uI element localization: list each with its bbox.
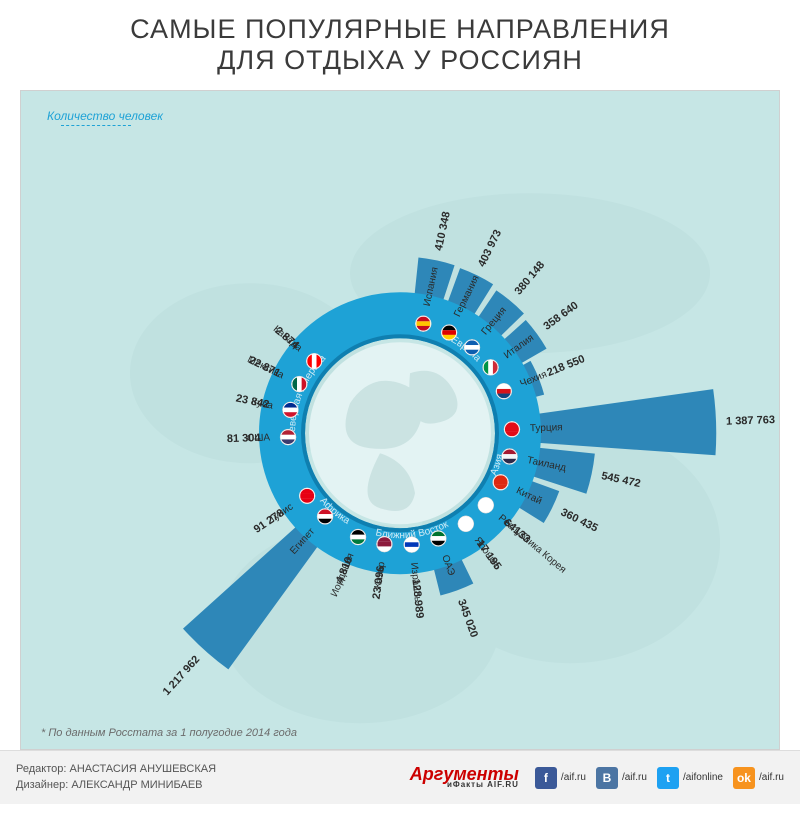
flag-Турция (504, 421, 520, 437)
credits: Редактор: Анастасия Анушевская Дизайнер:… (16, 762, 410, 793)
social-vk[interactable]: B/aif.ru (596, 767, 647, 789)
flag-Тунис (299, 488, 315, 504)
fb-icon: f (535, 767, 557, 789)
flag-Таиланд (502, 449, 518, 465)
social-label: /aif.ru (759, 772, 784, 783)
radial-chart: ЕвропаАзияБлижний ВостокАфрикаСеверная А… (20, 103, 780, 763)
flag-Канада (306, 353, 322, 369)
social-label: /aif.ru (561, 772, 586, 783)
title-line-2: ДЛЯ ОТДЫХА У РОССИЯН (217, 45, 583, 75)
designer-label: Дизайнер: (16, 779, 68, 791)
editor-name: Анастасия Анушевская (69, 763, 216, 775)
chart-area: Количество человек ЕвропаАзияБлижний Вос… (20, 90, 780, 750)
flag-Катар (376, 536, 392, 552)
ok-icon: ok (733, 767, 755, 789)
value-США: 81 304 (227, 432, 262, 445)
flag-Испания (415, 316, 431, 332)
source-note: * По данным Росстата за 1 полугодие 2014… (41, 727, 297, 739)
brand-logo: Аргументы иФакты AIF.RU (410, 767, 519, 789)
flag-Египет (317, 509, 333, 525)
vk-icon: B (596, 767, 618, 789)
flag-Германия (441, 325, 457, 341)
flag-Япония (458, 516, 474, 532)
flag-Мексика (291, 376, 307, 392)
social-label: /aif.ru (622, 772, 647, 783)
value-Египет: 1 217 962 (161, 654, 203, 698)
social-label: /aifonline (683, 772, 723, 783)
flag-Греция (464, 339, 480, 355)
social-ok[interactable]: ok/aif.ru (733, 767, 784, 789)
label-Турция: Турция (530, 422, 563, 434)
flag-ОАЭ (430, 531, 446, 547)
value-Чехия: 218 550 (545, 353, 586, 379)
flag-Италия (483, 359, 499, 375)
value-Тунис: 91 278 (252, 507, 287, 536)
designer-name: Александр Минибаев (71, 779, 202, 791)
value-Турция: 1 387 763 (726, 414, 775, 428)
social-tw[interactable]: t/aifonline (657, 767, 723, 789)
flag-Куба (282, 402, 298, 418)
social-links: f/aif.ruB/aif.rut/aifonlineok/aif.ru (535, 767, 784, 789)
editor-label: Редактор: (16, 763, 66, 775)
brand-block: Аргументы иФакты AIF.RU f/aif.ruB/aif.ru… (410, 767, 784, 789)
tw-icon: t (657, 767, 679, 789)
infographic-page: { "title_line1": "САМЫЕ ПОПУЛЯРНЫЕ НАПРА… (0, 0, 800, 821)
page-title: САМЫЕ ПОПУЛЯРНЫЕ НАПРАВЛЕНИЯ ДЛЯ ОТДЫХА … (0, 0, 800, 82)
flag-Иордания (350, 529, 366, 545)
flag-Израиль (404, 537, 420, 553)
title-line-1: САМЫЕ ПОПУЛЯРНЫЕ НАПРАВЛЕНИЯ (130, 14, 670, 44)
social-fb[interactable]: f/aif.ru (535, 767, 586, 789)
flag-Китай (493, 474, 509, 490)
flag-Республика Корея (478, 497, 494, 513)
flag-США (280, 429, 296, 445)
flag-Чехия (496, 383, 512, 399)
